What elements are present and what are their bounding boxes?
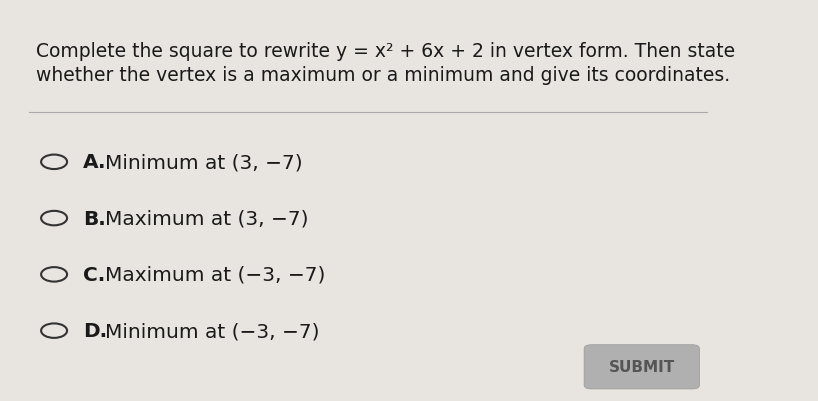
Text: Minimum at (3, −7): Minimum at (3, −7) bbox=[105, 153, 302, 172]
FancyBboxPatch shape bbox=[584, 345, 699, 389]
Text: D.: D. bbox=[83, 321, 107, 340]
Text: C.: C. bbox=[83, 265, 106, 284]
Text: A.: A. bbox=[83, 153, 106, 172]
Text: Minimum at (−3, −7): Minimum at (−3, −7) bbox=[105, 321, 319, 340]
Text: whether the vertex is a maximum or a minimum and give its coordinates.: whether the vertex is a maximum or a min… bbox=[36, 66, 730, 85]
Text: Complete the square to rewrite y = x² + 6x + 2 in vertex form. Then state: Complete the square to rewrite y = x² + … bbox=[36, 42, 735, 61]
Text: Maximum at (3, −7): Maximum at (3, −7) bbox=[105, 209, 308, 228]
Text: SUBMIT: SUBMIT bbox=[609, 359, 675, 375]
Text: B.: B. bbox=[83, 209, 106, 228]
Text: Maximum at (−3, −7): Maximum at (−3, −7) bbox=[105, 265, 325, 284]
